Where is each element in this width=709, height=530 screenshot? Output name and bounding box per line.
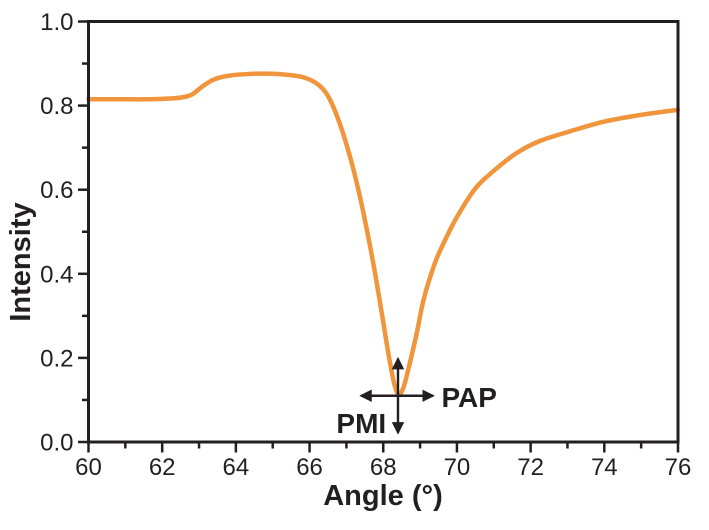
- y-axis-ticks: [78, 20, 89, 444]
- intensity-curve: [86, 71, 681, 397]
- y-tick-label: 0.0: [40, 430, 73, 457]
- pap-label: PAP: [441, 382, 497, 413]
- y-axis-title: Intensity: [5, 202, 37, 321]
- y-tick-label: 0.8: [40, 93, 73, 120]
- x-tick-label: 72: [517, 454, 544, 481]
- x-tick-label: 62: [149, 454, 176, 481]
- y-tick-label: 0.4: [40, 261, 73, 288]
- x-axis-title: Angle (°): [323, 480, 443, 512]
- y-tick-label: 1.0: [40, 9, 73, 36]
- x-axis-tick-labels: 60 62 64 66 68 70 72 74 76: [75, 454, 691, 481]
- x-tick-label: 74: [591, 454, 618, 481]
- x-tick-label: 66: [296, 454, 323, 481]
- x-tick-label: 64: [223, 454, 250, 481]
- x-tick-label: 60: [75, 454, 102, 481]
- y-axis-tick-labels: 0.0 0.2 0.4 0.6 0.8 1.0: [40, 9, 73, 457]
- y-tick-label: 0.6: [40, 177, 73, 204]
- x-axis-ticks: [87, 442, 680, 453]
- x-tick-label: 70: [444, 454, 471, 481]
- plot-frame: [87, 20, 680, 444]
- pmi-label: PMI: [336, 408, 386, 439]
- x-tick-label: 68: [370, 454, 397, 481]
- x-tick-label: 76: [665, 454, 692, 481]
- y-tick-label: 0.2: [40, 345, 73, 372]
